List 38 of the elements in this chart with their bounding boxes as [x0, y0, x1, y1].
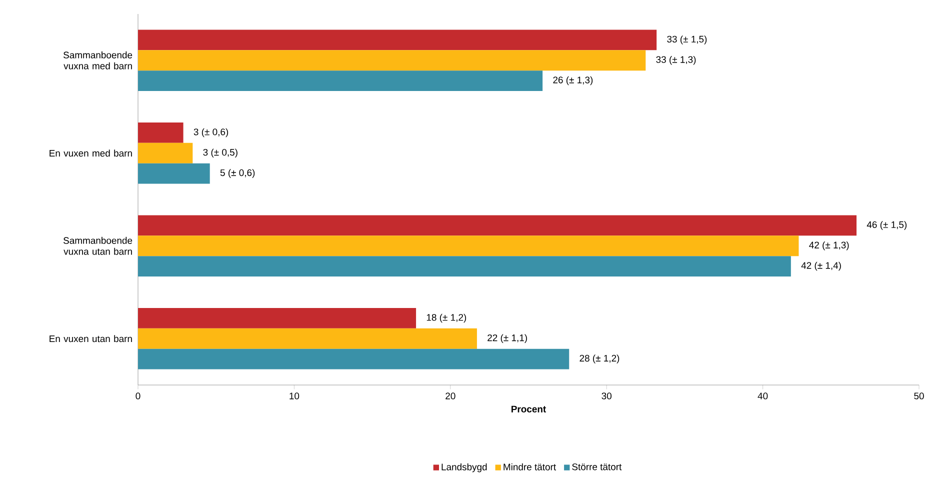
data-label: 33 (± 1,3): [656, 56, 696, 65]
y-tick-label: En vuxen utan barn: [50, 335, 132, 342]
x-tick-label: 20: [446, 392, 456, 400]
data-label: 42 (± 1,3): [809, 241, 849, 250]
data-label: 3 (± 0,6): [194, 128, 228, 138]
y-tick-label: Sammanboende vuxna med barn: [64, 51, 132, 70]
x-tick-label: 10: [290, 392, 300, 400]
data-label: 28 (± 1,2): [580, 354, 620, 364]
data-label: 46 (± 1,5): [866, 221, 907, 230]
data-label: 33 (± 1,5): [667, 36, 707, 44]
y-tick-label: Sammanboende vuxna utan barn: [64, 236, 132, 255]
bar: [138, 256, 791, 276]
data-label: 42 (± 1,4): [801, 262, 841, 271]
bar: [138, 328, 477, 349]
bar: [138, 215, 857, 236]
x-tick-label: 30: [602, 392, 612, 400]
legend-label: Större tätort: [572, 464, 622, 470]
data-label: 18 (± 1,2): [426, 314, 466, 323]
legend-label: Mindre tätort: [504, 463, 556, 470]
bar: [138, 122, 184, 143]
x-tick-label: 40: [758, 392, 768, 400]
data-label: 22 (± 1,1): [488, 334, 527, 344]
bar: [138, 142, 193, 164]
y-tick-label: En vuxen med barn: [50, 150, 132, 157]
x-tick-label: 0: [136, 392, 140, 400]
bar: [138, 308, 416, 328]
bar: [138, 163, 210, 184]
data-label: 26 (± 1,3): [553, 76, 593, 86]
bar: [138, 348, 570, 370]
bar: [138, 70, 543, 91]
x-axis-title: Procent: [512, 406, 546, 412]
bar: [138, 50, 646, 71]
legend-label: Landsbygd: [442, 463, 487, 472]
data-label: 3 (± 0,5): [203, 148, 238, 158]
bar: [138, 236, 799, 256]
data-label: 5 (± 0,6): [220, 169, 255, 178]
x-tick-label: 50: [914, 392, 924, 400]
bar: [138, 30, 657, 50]
